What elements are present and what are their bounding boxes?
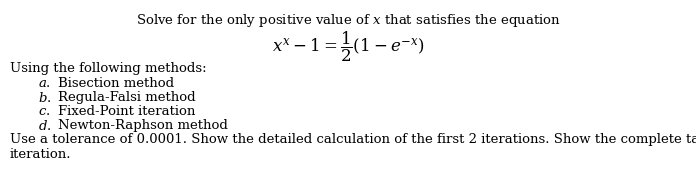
Text: Use a tolerance of 0.0001. Show the detailed calculation of the first 2 iteratio: Use a tolerance of 0.0001. Show the deta… bbox=[10, 133, 696, 146]
Text: $x^x - 1 = \dfrac{1}{2}\left(1 - e^{-x}\right)$: $x^x - 1 = \dfrac{1}{2}\left(1 - e^{-x}\… bbox=[271, 30, 425, 64]
Text: $\mathit{c}$.: $\mathit{c}$. bbox=[38, 105, 50, 118]
Text: Solve for the only positive value of $x$ that satisfies the equation: Solve for the only positive value of $x$… bbox=[136, 12, 560, 29]
Text: $\mathit{a}$.: $\mathit{a}$. bbox=[38, 77, 51, 90]
Text: $\mathit{d}$.: $\mathit{d}$. bbox=[38, 119, 52, 133]
Text: Using the following methods:: Using the following methods: bbox=[10, 62, 207, 75]
Text: Newton-Raphson method: Newton-Raphson method bbox=[58, 119, 228, 132]
Text: Bisection method: Bisection method bbox=[58, 77, 174, 90]
Text: Regula-Falsi method: Regula-Falsi method bbox=[58, 91, 196, 104]
Text: Fixed-Point iteration: Fixed-Point iteration bbox=[58, 105, 196, 118]
Text: iteration.: iteration. bbox=[10, 148, 72, 161]
Text: $\mathit{b}$.: $\mathit{b}$. bbox=[38, 91, 52, 105]
